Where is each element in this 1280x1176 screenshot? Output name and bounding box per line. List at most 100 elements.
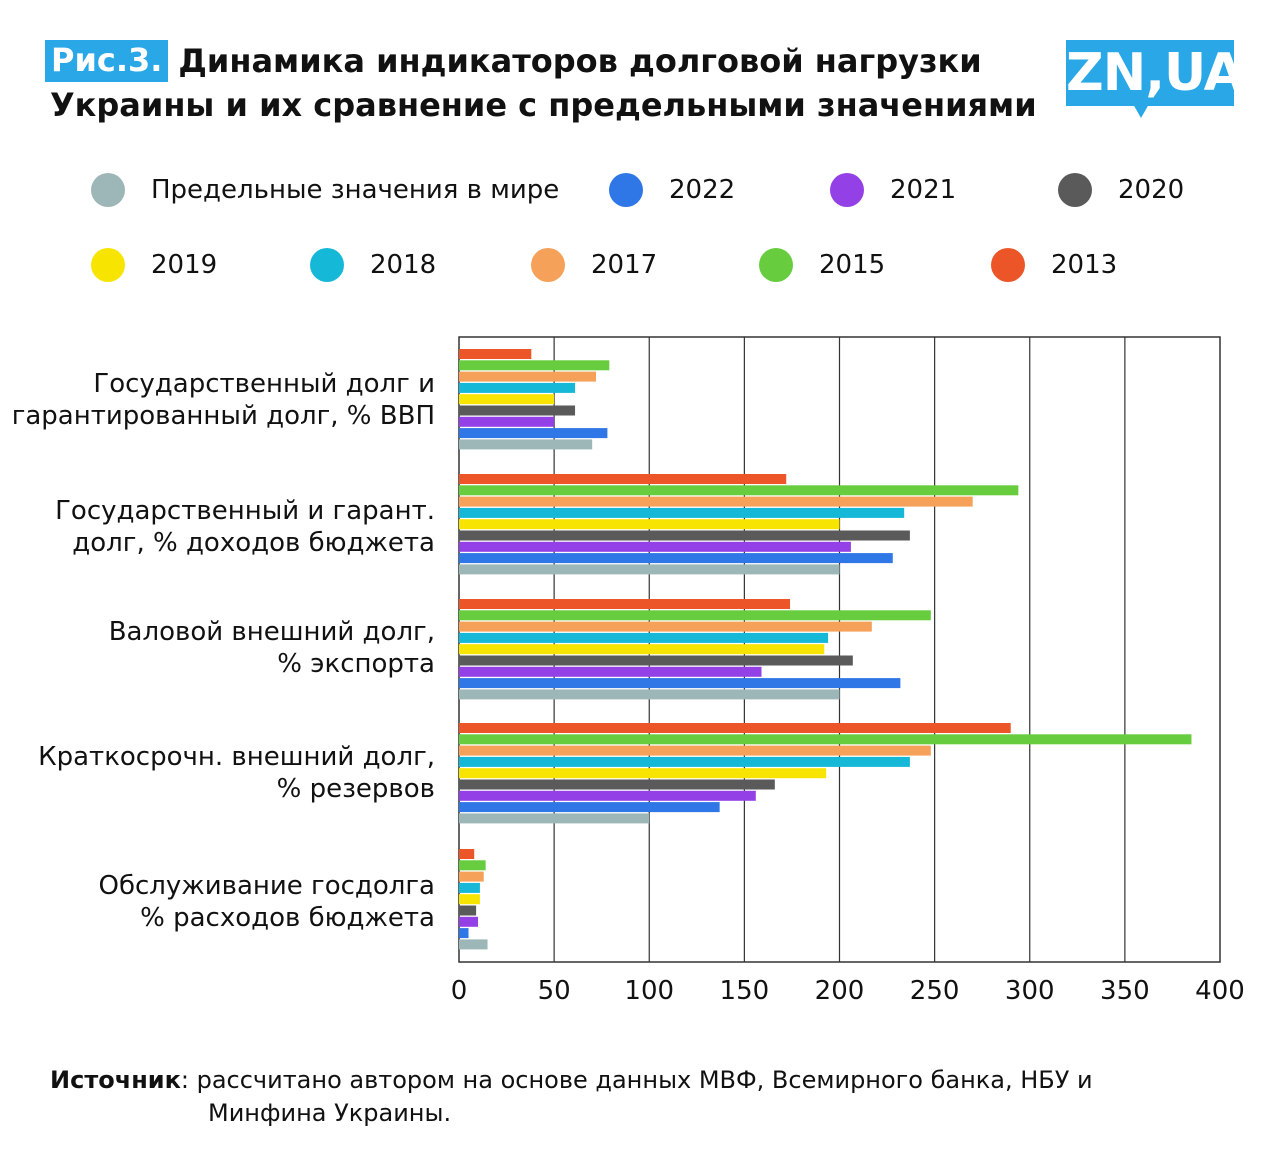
category-label-line: долг, % доходов бюджета: [72, 528, 435, 558]
bar-2015-cat-1: [459, 485, 1019, 496]
x-tick-label: 0: [451, 976, 468, 1006]
bar-2019-cat-1: [459, 519, 840, 530]
category-label-line: Краткосрочн. внешний долг,: [38, 742, 435, 772]
bar-2022-cat-0: [459, 428, 608, 439]
x-tick-label: 100: [624, 976, 674, 1006]
legend-label: 2018: [370, 250, 437, 280]
title-line-2: Украины и их сравнение с предельными зна…: [50, 86, 1037, 124]
bar-2015-cat-2: [459, 610, 931, 621]
bar-2019-cat-3: [459, 768, 827, 779]
legend-dot-icon: [310, 248, 344, 282]
bar-2015-cat-0: [459, 360, 610, 371]
category-label-short-term-debt-reserves: Краткосрочн. внешний долг, % резервов: [38, 741, 435, 805]
legend-dot-icon: [830, 173, 864, 207]
legend-item-2013: 2013: [991, 245, 1117, 285]
category-label-debt-service-expenditure: Обслуживание госдолга % расходов бюджета: [99, 870, 436, 934]
source-text-line-2: Минфина Украины.: [208, 1099, 452, 1127]
legend-item-2020: 2020: [1058, 170, 1184, 210]
bar-2015-cat-3: [459, 734, 1192, 745]
legend-dot-icon: [759, 248, 793, 282]
legend-item-2018: 2018: [310, 245, 436, 285]
bar-2018-cat-0: [459, 382, 576, 393]
bar-2017-cat-4: [459, 871, 484, 882]
bar-2021-cat-3: [459, 790, 756, 801]
bar-2019-cat-2: [459, 644, 825, 655]
legend-item-2021: 2021: [830, 170, 956, 210]
bar-2022-cat-3: [459, 802, 720, 813]
bar-2022-cat-1: [459, 553, 893, 564]
title-line-1: Динамика индикаторов долговой нагрузки: [178, 42, 982, 80]
x-tick-label: 150: [720, 976, 770, 1006]
bar-2021-cat-4: [459, 916, 479, 927]
x-tick-label: 50: [538, 976, 571, 1006]
category-label-line: Государственный и гарант.: [55, 496, 435, 526]
legend-dot-icon: [531, 248, 565, 282]
bar-2015-cat-4: [459, 860, 486, 871]
bar-предельные-значения-в-мире-cat-3: [459, 813, 650, 824]
logo-speech-tail-icon: [1133, 104, 1149, 118]
legend-item-2022: 2022: [609, 170, 735, 210]
legend-item-2017: 2017: [531, 245, 657, 285]
legend-label: 2021: [890, 175, 957, 205]
bar-2020-cat-0: [459, 405, 576, 416]
legend-label: Предельные значения в мире: [151, 175, 560, 205]
legend-item-2019: 2019: [91, 245, 217, 285]
source-label: Источник: [50, 1066, 181, 1094]
category-label-line: гарантированный долг, % ВВП: [11, 401, 435, 431]
x-tick-label: 300: [1005, 976, 1055, 1006]
category-label-line: % резервов: [276, 774, 435, 804]
legend-label: 2019: [151, 250, 218, 280]
bar-2020-cat-1: [459, 530, 910, 541]
bar-2020-cat-2: [459, 655, 853, 666]
legend-item-2015: 2015: [759, 245, 885, 285]
bar-2017-cat-1: [459, 496, 973, 507]
category-label-line: Государственный долг и: [93, 369, 435, 399]
legend-dot-icon: [609, 173, 643, 207]
x-tick-label: 200: [815, 976, 865, 1006]
bar-2018-cat-2: [459, 632, 829, 643]
category-label-line: % расходов бюджета: [140, 903, 435, 933]
legend-label: 2017: [591, 250, 658, 280]
bar-2021-cat-2: [459, 666, 762, 677]
bar-2013-cat-4: [459, 849, 475, 859]
legend-label: 2020: [1118, 175, 1185, 205]
bar-предельные-значения-в-мире-cat-2: [459, 689, 840, 700]
legend-dot-icon: [991, 248, 1025, 282]
x-tick-label: 250: [910, 976, 960, 1006]
bar-2018-cat-3: [459, 756, 910, 767]
bar-2013-cat-3: [459, 723, 1011, 733]
bar-2018-cat-4: [459, 882, 480, 893]
bar-2017-cat-2: [459, 621, 872, 632]
figure-badge: Рис.3.: [45, 40, 169, 82]
legend-label: 2015: [819, 250, 886, 280]
x-tick-label: 400: [1195, 976, 1245, 1006]
bar-2022-cat-4: [459, 928, 469, 939]
x-tick-label: 350: [1100, 976, 1150, 1006]
bar-2018-cat-1: [459, 507, 905, 518]
bar-2017-cat-3: [459, 745, 931, 756]
bar-2020-cat-4: [459, 905, 477, 916]
bar-2017-cat-0: [459, 371, 596, 382]
category-label-line: Обслуживание госдолга: [98, 871, 436, 901]
category-label-external-debt-exports: Валовой внешний долг, % экспорта: [109, 616, 435, 680]
bar-2013-cat-1: [459, 474, 787, 484]
bar-предельные-значения-в-мире-cat-1: [459, 564, 840, 575]
chart-title: Рис.3. Динамика индикаторов долговой нагр…: [45, 40, 1045, 124]
bar-2021-cat-1: [459, 541, 851, 552]
legend-dot-icon: [91, 248, 125, 282]
bar-2022-cat-2: [459, 678, 901, 689]
category-label-line: Валовой внешний долг,: [108, 617, 435, 647]
bar-2020-cat-3: [459, 779, 775, 790]
bar-предельные-значения-в-мире-cat-4: [459, 939, 488, 950]
category-label-line: % экспорта: [277, 649, 435, 679]
legend-dot-icon: [91, 173, 125, 207]
legend-label: 2013: [1051, 250, 1118, 280]
bar-предельные-значения-в-мире-cat-0: [459, 439, 593, 450]
category-label-gov-debt-gdp: Государственный долг и гарантированный д…: [12, 368, 435, 432]
category-label-gov-debt-revenue: Государственный и гарант. долг, % доходо…: [55, 495, 435, 559]
legend-dot-icon: [1058, 173, 1092, 207]
source-note: Источник: рассчитано автором на основе д…: [50, 1064, 1093, 1127]
legend-item-limit: Предельные значения в мире: [91, 170, 559, 210]
bar-2019-cat-4: [459, 894, 480, 905]
